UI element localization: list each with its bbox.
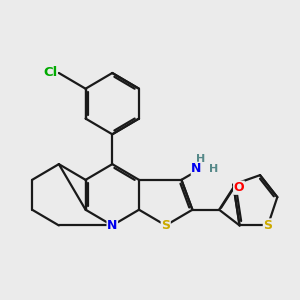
Text: H: H bbox=[196, 154, 205, 164]
Text: H: H bbox=[209, 164, 218, 174]
Text: N: N bbox=[107, 219, 118, 232]
Text: O: O bbox=[234, 181, 244, 194]
Text: N: N bbox=[191, 162, 202, 176]
Text: S: S bbox=[161, 219, 170, 232]
Text: S: S bbox=[263, 219, 272, 232]
Text: Cl: Cl bbox=[43, 67, 57, 80]
